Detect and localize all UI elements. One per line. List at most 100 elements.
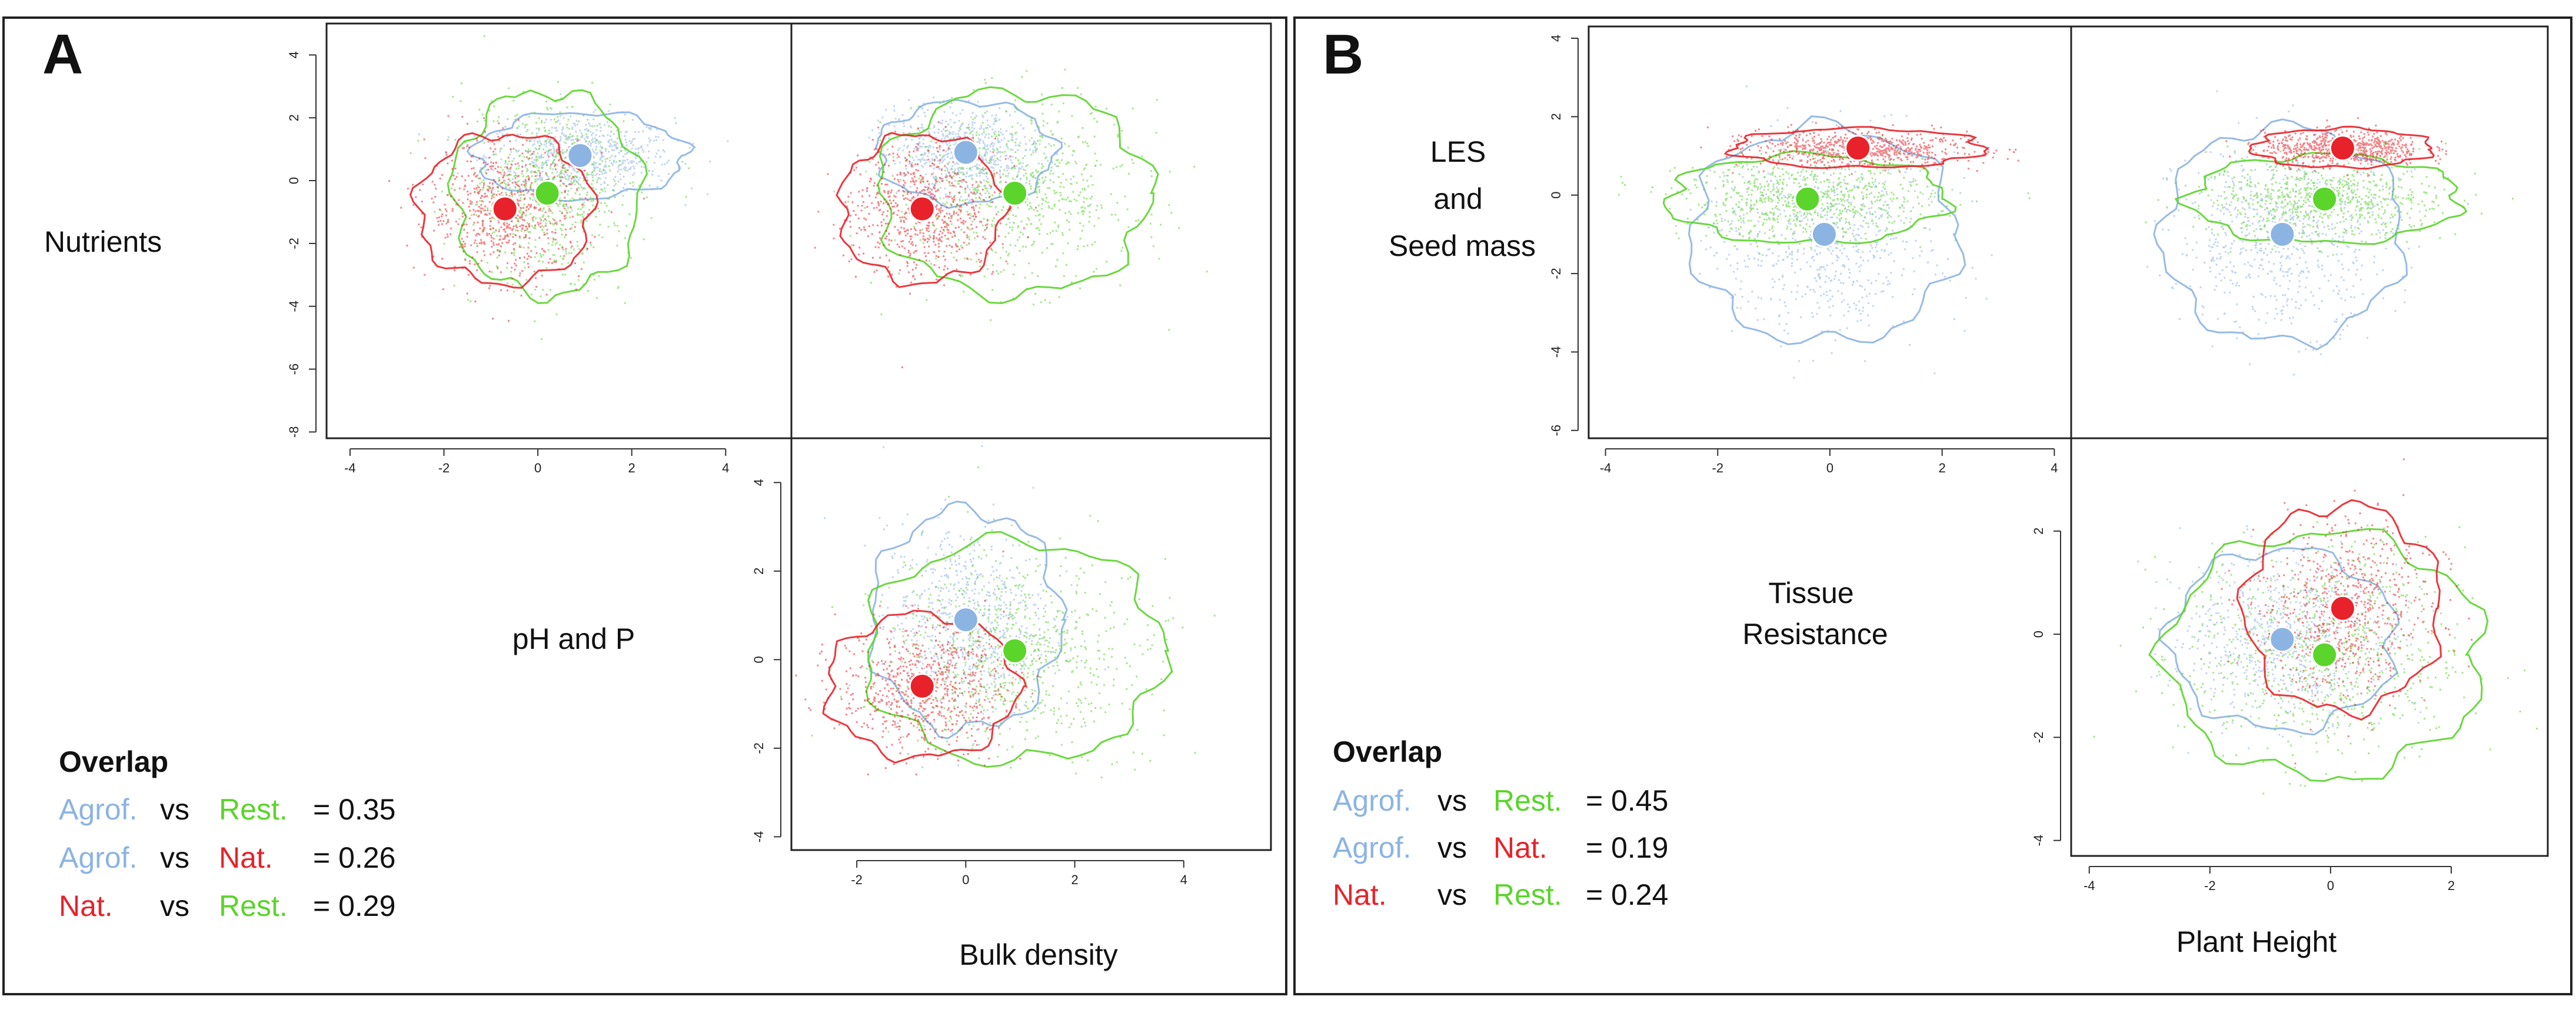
data-point (861, 189, 864, 191)
data-point (936, 655, 938, 658)
data-point (888, 195, 891, 198)
data-point (971, 166, 974, 168)
data-point (594, 140, 596, 142)
data-point (522, 246, 525, 249)
data-point (863, 226, 865, 228)
data-point (555, 101, 557, 103)
data-point (1005, 539, 1007, 541)
data-point (1084, 725, 1087, 727)
data-point (481, 188, 484, 191)
data-point (1034, 145, 1036, 148)
data-point (925, 162, 927, 164)
data-point (1035, 206, 1037, 209)
data-point (964, 565, 967, 568)
data-point (576, 189, 578, 192)
data-point (934, 645, 936, 647)
data-point (535, 122, 538, 124)
data-point (972, 199, 974, 202)
data-point (625, 166, 627, 169)
data-point (550, 119, 553, 121)
data-point (1020, 668, 1023, 671)
data-point (949, 158, 951, 160)
data-point (555, 121, 557, 123)
data-point (890, 189, 893, 192)
data-point (911, 139, 913, 141)
data-point (933, 196, 935, 199)
data-point (585, 133, 588, 135)
data-point (583, 231, 585, 233)
data-point (967, 195, 970, 197)
data-point (1084, 188, 1086, 190)
data-point (462, 244, 465, 246)
data-point (1114, 214, 1117, 216)
data-point (476, 242, 478, 245)
data-point (988, 192, 990, 195)
data-point (547, 152, 550, 155)
data-point (476, 251, 478, 254)
data-point (482, 242, 485, 244)
data-point (1049, 179, 1051, 181)
data-point (513, 158, 515, 159)
data-point (991, 273, 993, 275)
data-point (484, 243, 486, 245)
data-point (492, 244, 495, 246)
data-point (908, 162, 911, 164)
data-point (590, 244, 592, 246)
data-point (1091, 184, 1094, 186)
data-point (961, 186, 963, 188)
data-point (999, 159, 1001, 162)
data-point (490, 209, 492, 212)
data-point (1005, 604, 1007, 606)
data-point (1025, 665, 1027, 667)
data-point (509, 140, 511, 142)
data-point (938, 667, 940, 669)
data-point (1040, 584, 1042, 586)
data-point (527, 169, 529, 172)
data-point (492, 169, 494, 171)
data-point (1014, 132, 1016, 135)
data-point (988, 591, 990, 594)
data-point (547, 175, 550, 178)
data-point (538, 128, 540, 130)
data-point (948, 531, 950, 534)
data-point (1056, 153, 1059, 155)
data-point (545, 136, 547, 138)
data-point (977, 184, 980, 186)
data-point (505, 194, 508, 196)
data-point (914, 278, 916, 281)
data-point (595, 162, 597, 164)
data-point (444, 204, 446, 206)
data-point (995, 678, 997, 680)
data-point (986, 627, 987, 629)
data-point (498, 177, 500, 179)
data-point (541, 178, 544, 181)
data-point (1031, 244, 1033, 246)
data-point (993, 217, 995, 219)
data-point (583, 114, 585, 116)
data-point (466, 160, 468, 162)
data-point (938, 181, 941, 184)
data-point (934, 185, 936, 187)
data-point (884, 184, 887, 186)
data-point (486, 195, 488, 197)
data-point (926, 181, 928, 182)
data-point (1010, 139, 1013, 141)
data-point (953, 210, 955, 212)
data-point (982, 140, 984, 142)
data-point (991, 529, 993, 531)
data-point (927, 186, 928, 189)
data-point (933, 236, 935, 238)
centroid-natural (491, 195, 518, 222)
data-point (531, 294, 533, 296)
data-point (434, 211, 436, 213)
data-point (922, 242, 924, 244)
data-point (887, 222, 889, 225)
data-point (600, 171, 603, 172)
data-point (979, 170, 981, 172)
data-point (556, 203, 558, 205)
data-point (1037, 654, 1039, 657)
data-point (444, 236, 447, 239)
data-point (551, 262, 553, 264)
data-point (980, 194, 983, 196)
data-point (945, 621, 947, 624)
